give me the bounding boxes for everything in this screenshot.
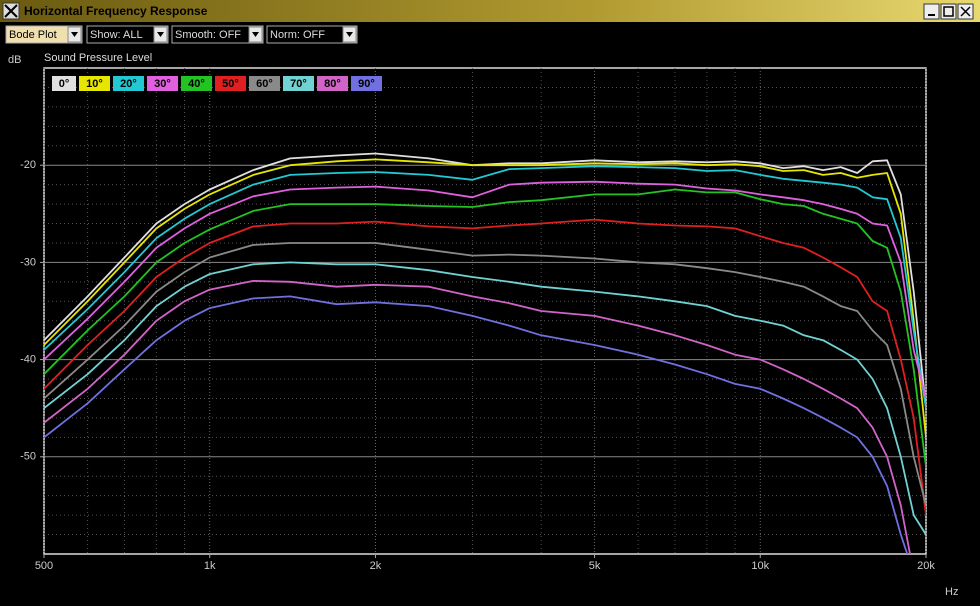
legend-swatch[interactable] xyxy=(147,76,178,91)
response-curve xyxy=(44,261,926,536)
x-tick-label: 20k xyxy=(917,560,935,572)
legend-swatch[interactable] xyxy=(283,76,314,91)
response-curve xyxy=(44,152,926,409)
dropdown-label: Show: ALL xyxy=(90,29,143,41)
dropdown-arrow xyxy=(157,32,164,37)
legend-label: 40° xyxy=(188,78,205,90)
legend-swatch[interactable] xyxy=(52,76,76,91)
legend-label: 90° xyxy=(358,78,375,90)
window-buttons xyxy=(923,3,974,20)
response-curve xyxy=(44,218,926,516)
legend-label: 20° xyxy=(120,78,137,90)
chart-title: Sound Pressure Level xyxy=(44,52,152,64)
legend: 0° 10° 20° 30° 40° 50° 60° 70° 80° 90° xyxy=(52,76,382,91)
x-tick-label: 2k xyxy=(370,560,382,572)
response-curve xyxy=(44,158,926,438)
app-icon-glyph xyxy=(4,4,18,18)
y-tick-label: -50 xyxy=(20,451,36,463)
y-tick-label: -30 xyxy=(20,256,36,268)
legend-swatch[interactable] xyxy=(181,76,212,91)
maximize-glyph xyxy=(943,6,954,17)
dropdown[interactable] xyxy=(266,25,358,44)
legend-label: 60° xyxy=(256,78,273,90)
y-tick-label: -20 xyxy=(20,159,36,171)
dropdown-label: Bode Plot xyxy=(9,29,57,41)
legend-swatch[interactable] xyxy=(249,76,280,91)
legend-swatch[interactable] xyxy=(79,76,110,91)
response-curve xyxy=(44,242,926,506)
response-curve xyxy=(44,188,926,467)
dropdown-arrow xyxy=(252,32,259,37)
legend-swatch[interactable] xyxy=(317,76,348,91)
legend-swatch[interactable] xyxy=(351,76,382,91)
y-axis-unit: dB xyxy=(8,54,21,66)
response-curve xyxy=(44,280,911,554)
x-tick-label: 1k xyxy=(204,560,216,572)
legend-label: 70° xyxy=(290,78,307,90)
dropdown[interactable] xyxy=(86,25,169,44)
response-curve xyxy=(44,180,926,399)
legend-label: 80° xyxy=(324,78,341,90)
minimize-button[interactable] xyxy=(923,3,940,20)
legend-swatch[interactable] xyxy=(215,76,246,91)
response-curve xyxy=(44,165,926,409)
dropdown-arrow xyxy=(346,32,353,37)
curves xyxy=(44,152,926,554)
close-glyph xyxy=(960,6,971,17)
dropdown[interactable] xyxy=(171,25,264,44)
legend-label: 30° xyxy=(154,78,171,90)
title-bar xyxy=(0,0,980,22)
legend-label: 50° xyxy=(222,78,239,90)
dropdown[interactable] xyxy=(5,25,83,44)
y-tick-label: -40 xyxy=(20,354,36,366)
x-axis-unit: Hz xyxy=(945,586,958,598)
legend-label: 10° xyxy=(86,78,103,90)
dropdown-label: Smooth: OFF xyxy=(175,29,241,41)
toolbar-items: Bode Plot Show: ALL Smooth: OFF Norm: OFF xyxy=(5,25,358,44)
response-curve xyxy=(44,295,909,554)
x-tick-label: 10k xyxy=(751,560,769,572)
dropdown-arrow xyxy=(71,32,78,37)
plot-area xyxy=(43,67,927,555)
x-tick-label: 500 xyxy=(35,560,53,572)
axes: -20 -30 -40 -50 500 1k 2k 5k 10k 20k xyxy=(20,159,935,572)
window-title: Horizontal Frequency Response xyxy=(24,4,208,18)
dropdown-label: Norm: OFF xyxy=(270,29,325,41)
x-tick-label: 5k xyxy=(589,560,601,572)
grid xyxy=(43,68,927,554)
legend-label: 0° xyxy=(59,78,70,90)
legend-swatch[interactable] xyxy=(113,76,144,91)
